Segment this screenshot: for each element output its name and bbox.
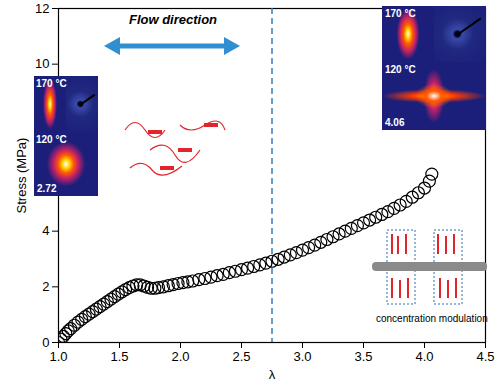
svg-text:1.0: 1.0 (49, 349, 67, 364)
svg-text:4: 4 (42, 223, 49, 238)
svg-text:Stress (MPa): Stress (MPa) (14, 138, 29, 214)
svg-text:3.0: 3.0 (293, 349, 311, 364)
html-text:4.06: 4.06 (385, 117, 405, 128)
svg-text:2.5: 2.5 (232, 349, 250, 364)
svg-text:0: 0 (42, 335, 49, 350)
html-text:2.72: 2.72 (37, 183, 57, 194)
html-text:170 °C: 170 °C (385, 8, 416, 19)
html-text:170 °C: 170 °C (36, 78, 67, 89)
svg-text:2.0: 2.0 (171, 349, 189, 364)
svg-text:10: 10 (35, 56, 49, 71)
svg-text:12: 12 (35, 1, 49, 16)
svg-text:2: 2 (42, 279, 49, 294)
svg-text:1.5: 1.5 (110, 349, 128, 364)
html-text:concentration modulation: concentration modulation (376, 313, 488, 324)
html-text:120 °C: 120 °C (385, 64, 416, 75)
svg-text:3.5: 3.5 (354, 349, 372, 364)
svg-text:λ: λ (269, 367, 276, 382)
svg-text:4.0: 4.0 (415, 349, 433, 364)
svg-text:4.5: 4.5 (476, 349, 494, 364)
html-text:120 °C: 120 °C (36, 134, 67, 145)
html-text:Flow direction: Flow direction (128, 12, 218, 27)
